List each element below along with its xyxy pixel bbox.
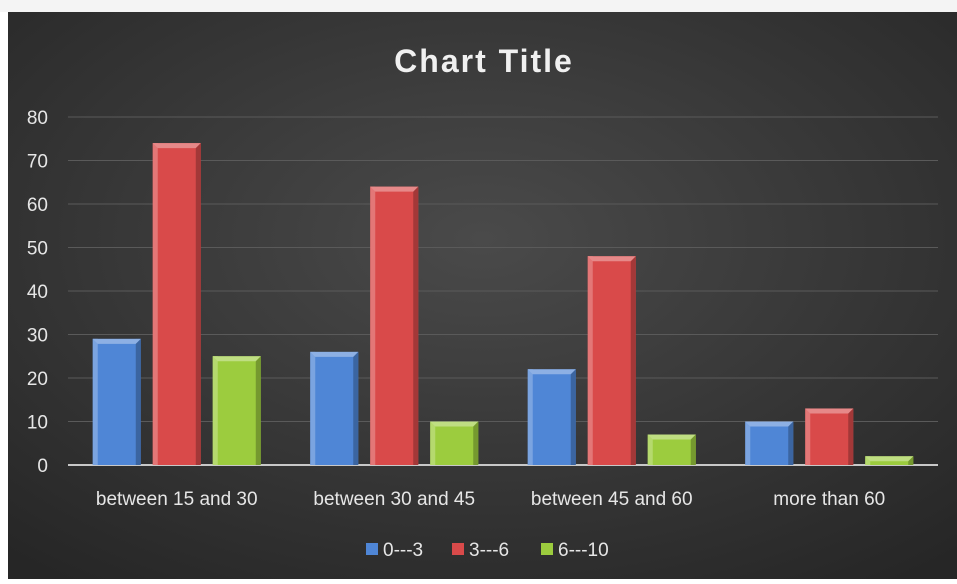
bar-bevel-left: [647, 434, 653, 465]
y-tick-label: 60: [27, 195, 48, 216]
bar-bevel-top: [152, 143, 201, 149]
bar-body: [370, 186, 419, 465]
bar-bevel-left: [430, 421, 436, 465]
bar-bevel-left: [152, 143, 158, 465]
x-tick-label: more than 60: [773, 489, 885, 510]
bar-body: [805, 408, 854, 465]
bar-body: [430, 421, 479, 465]
legend-item: 6---10: [541, 540, 609, 561]
chart-title: Chart Title: [394, 43, 574, 79]
bar: [527, 369, 576, 465]
bar: [370, 186, 419, 465]
bar-bevel-right: [908, 456, 914, 465]
bar-bevel-left: [310, 351, 316, 465]
legend-label: 0---3: [383, 540, 423, 561]
bar-bevel-left: [370, 186, 376, 465]
y-tick-label: 50: [27, 239, 48, 260]
y-tick-label: 20: [27, 369, 48, 390]
bar-bevel-left: [92, 338, 98, 465]
bar-bevel-right: [473, 421, 479, 465]
bar: [92, 338, 141, 465]
bar-bevel-left: [865, 456, 871, 465]
x-tick-label: between 30 and 45: [313, 489, 475, 510]
x-axis: between 15 and 30 between 30 and 45 betwee…: [96, 489, 885, 510]
bar: [212, 356, 261, 465]
bar-bevel-right: [135, 338, 141, 465]
bar-body: [212, 356, 261, 465]
bar-bevel-left: [527, 369, 533, 465]
x-tick-label: between 15 and 30: [96, 489, 258, 510]
bar-bevel-top: [370, 186, 419, 192]
y-tick-label: 80: [27, 108, 48, 129]
bar: [745, 421, 794, 465]
bar-body: [92, 338, 141, 465]
bar-bevel-top: [865, 456, 914, 462]
bar-bevel-top: [527, 369, 576, 375]
legend-item: 3---6: [452, 540, 509, 561]
y-tick-label: 0: [37, 456, 48, 477]
bar-body: [647, 434, 696, 465]
top-strip: [0, 0, 957, 12]
bar-bevel-top: [587, 256, 636, 262]
bar-bevel-top: [430, 421, 479, 427]
legend-label: 3---6: [469, 540, 509, 561]
y-tick-label: 70: [27, 152, 48, 173]
bar-bevel-right: [630, 256, 636, 465]
bar-bevel-top: [805, 408, 854, 414]
bar-bevel-right: [413, 186, 419, 465]
bar-body: [152, 143, 201, 465]
bar-bevel-right: [690, 434, 696, 465]
x-tick-label: between 45 and 60: [531, 489, 693, 510]
legend-label: 6---10: [558, 540, 609, 561]
bar: [152, 143, 201, 465]
legend-swatch: [452, 543, 464, 555]
bar-bevel-left: [212, 356, 218, 465]
bar-body: [587, 256, 636, 465]
bar: [647, 434, 696, 465]
bar: [430, 421, 479, 465]
bar-bevel-top: [745, 421, 794, 427]
bar-bevel-top: [92, 338, 141, 344]
bar-bevel-right: [195, 143, 201, 465]
bar-bevel-left: [587, 256, 593, 465]
bar-body: [310, 351, 359, 465]
bar-body: [745, 421, 794, 465]
bar-bevel-right: [570, 369, 576, 465]
bar: [587, 256, 636, 465]
y-tick-label: 10: [27, 413, 48, 434]
bar-bevel-right: [848, 408, 854, 465]
bar: [865, 456, 914, 465]
y-tick-label: 40: [27, 282, 48, 303]
legend-swatch: [366, 543, 378, 555]
legend-item: 0---3: [366, 540, 423, 561]
bar-bevel-left: [805, 408, 811, 465]
y-tick-label: 30: [27, 326, 48, 347]
bar-bevel-right: [353, 351, 359, 465]
bar-bevel-top: [647, 434, 696, 440]
bar-bevel-top: [310, 351, 359, 357]
bar-bevel-top: [212, 356, 261, 362]
y-axis: 0 10 20 30 40 50 60 70 80: [27, 108, 48, 477]
legend-swatch: [541, 543, 553, 555]
bar-body: [527, 369, 576, 465]
bar-bevel-left: [745, 421, 751, 465]
bar: [310, 351, 359, 465]
bars: [92, 143, 914, 465]
legend: 0---3 3---6 6---10: [366, 540, 609, 561]
bar-bevel-right: [255, 356, 261, 465]
bar: [805, 408, 854, 465]
bar-bevel-right: [788, 421, 794, 465]
